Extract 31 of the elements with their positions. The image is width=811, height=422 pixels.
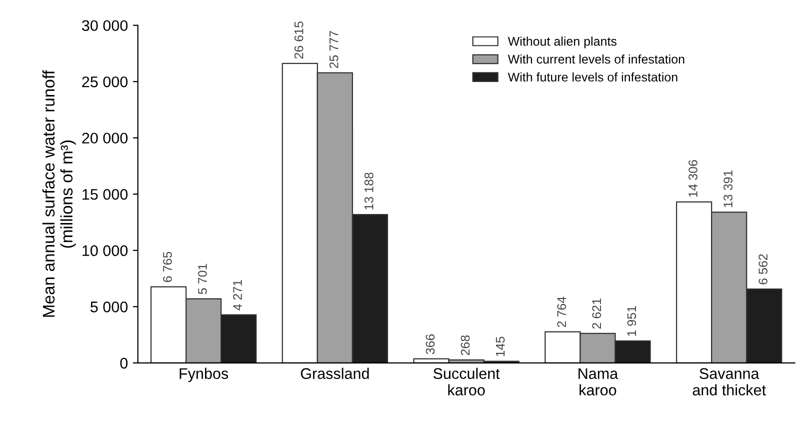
data-label: 26 615 xyxy=(294,22,304,59)
x-tick-label: Succulent karoo xyxy=(433,368,500,396)
y-tick-label: 15 000 xyxy=(82,188,128,200)
legend-label: With current levels of infestation xyxy=(508,54,684,64)
data-label: 268 xyxy=(460,335,470,356)
y-tick-label: 5 000 xyxy=(90,302,128,312)
legend-label: With future levels of infestation xyxy=(508,72,678,82)
data-label: 6 765 xyxy=(163,252,172,282)
data-label: 13 188 xyxy=(364,172,374,210)
y-tick-label: 0 xyxy=(120,358,128,369)
legend-label: Without alien plants xyxy=(508,36,616,48)
data-label: 2 764 xyxy=(557,296,566,328)
x-tick-label: Savanna and thicket xyxy=(692,368,766,396)
data-label: 1 951 xyxy=(627,306,636,336)
data-label: 6 562 xyxy=(758,254,768,284)
data-label: 14 306 xyxy=(688,160,698,197)
y-tick-label: 20 000 xyxy=(82,132,128,144)
data-label: 2 621 xyxy=(592,298,602,329)
data-label: 366 xyxy=(426,334,435,354)
data-label: 5 701 xyxy=(198,264,207,294)
y-tick-label: 30 000 xyxy=(82,20,128,32)
data-label: 4 271 xyxy=(233,280,242,310)
data-label: 145 xyxy=(496,336,505,356)
x-tick-label: Nama karoo xyxy=(578,368,618,396)
x-tick-label: Fynbos xyxy=(180,368,228,382)
data-label: 25 777 xyxy=(329,31,338,68)
y-axis-title: Mean annual surface water runoff (millions of m³) xyxy=(42,70,76,317)
data-label: 13 391 xyxy=(724,170,732,208)
y-tick-label: 10 000 xyxy=(82,245,128,256)
y-tick-label: 25 000 xyxy=(82,76,128,88)
x-tick-label: Grassland xyxy=(300,368,369,380)
